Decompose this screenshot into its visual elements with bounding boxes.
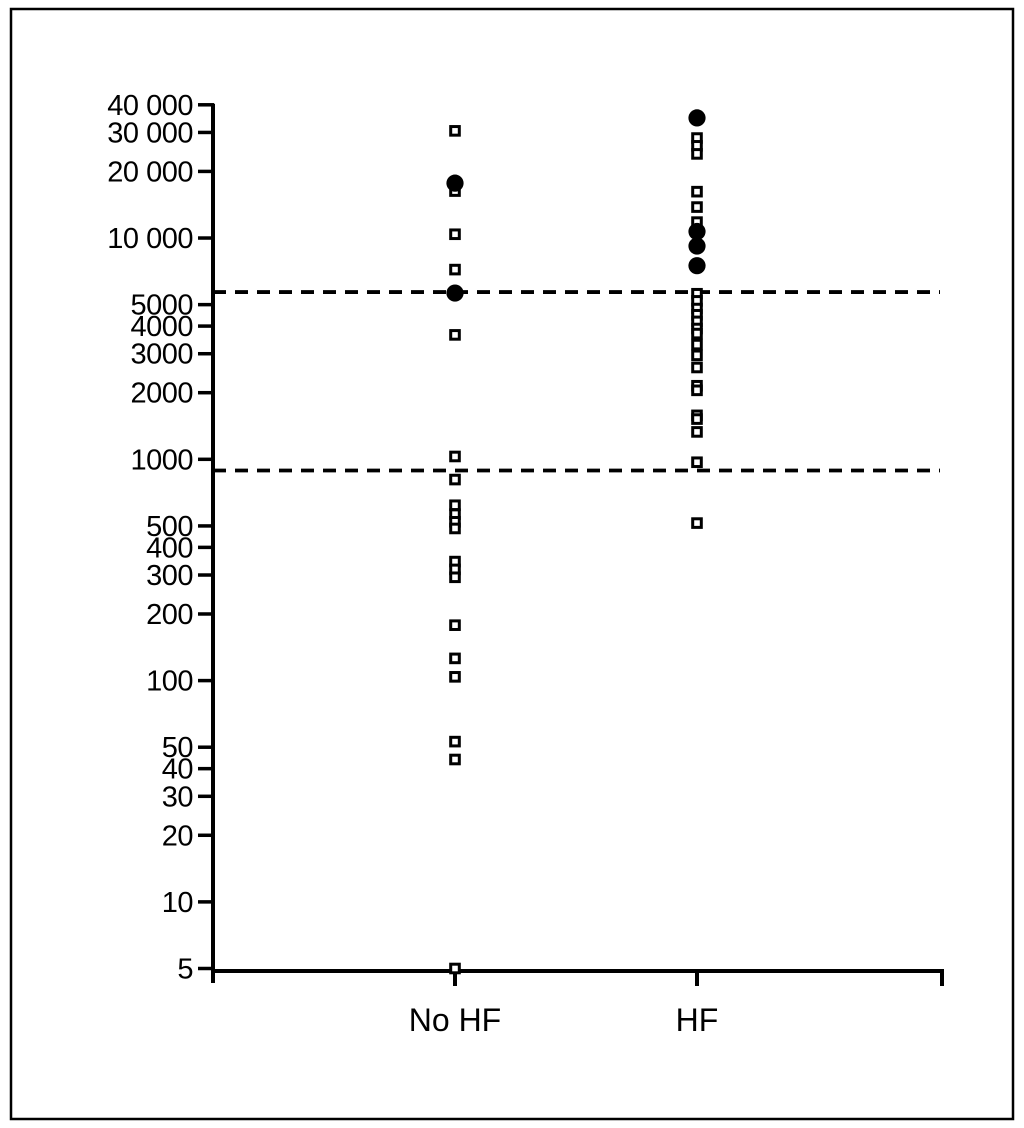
data-point-open-square — [691, 349, 703, 362]
y-tick-label: 30 000 — [107, 117, 193, 149]
y-tick-label: 300 — [146, 560, 193, 592]
data-point-open-square — [691, 201, 703, 213]
y-tick-label: 4000 — [130, 311, 193, 343]
data-point-open-square — [449, 473, 461, 486]
data-point-open-square — [449, 571, 461, 584]
data-point-open-square — [449, 619, 461, 631]
data-point-open-square — [449, 450, 461, 463]
data-point-open-square — [449, 962, 461, 975]
data-point-open-square — [449, 671, 461, 683]
category-label: HF — [676, 1002, 719, 1038]
data-point-open-square — [449, 263, 461, 276]
data-point-open-square — [449, 652, 461, 665]
data-point-open-square — [691, 517, 703, 529]
data-point-open-square — [449, 735, 461, 748]
y-tick-label: 3000 — [130, 339, 193, 371]
data-point-open-square — [691, 413, 703, 425]
data-point-filled-circle — [688, 222, 706, 241]
data-point-open-square — [691, 456, 703, 469]
y-tick-label: 40 — [162, 754, 193, 786]
data-point-open-square — [691, 426, 703, 438]
data-point-open-square — [691, 384, 703, 397]
y-tick-label: 5 — [177, 954, 193, 986]
data-point-open-square — [449, 499, 461, 512]
data-point-open-square — [691, 361, 703, 374]
y-tick-label: 200 — [146, 599, 193, 631]
y-tick-label: 20 — [162, 820, 193, 852]
data-point-filled-circle — [446, 284, 464, 302]
data-point-open-square — [691, 185, 703, 198]
data-point-filled-circle — [446, 174, 464, 192]
y-tick-label: 40 000 — [107, 90, 193, 122]
y-tick-label: 400 — [146, 532, 193, 564]
data-point-filled-circle — [688, 257, 706, 275]
y-tick-label: 10 — [162, 887, 193, 919]
data-point-open-square — [449, 228, 461, 241]
data-point-open-square — [691, 327, 703, 340]
y-tick-label: 30 — [162, 781, 193, 813]
y-tick-label: 5000 — [130, 290, 193, 322]
data-point-open-square — [691, 148, 703, 160]
y-tick-label: 500 — [146, 511, 193, 543]
figure-frame — [9, 7, 1015, 1121]
y-tick-label: 100 — [146, 666, 193, 698]
y-tick-label: 2000 — [130, 378, 193, 410]
data-point-open-square — [449, 753, 461, 766]
y-tick-label: 1000 — [130, 444, 193, 476]
data-point-open-square — [449, 522, 461, 535]
data-point-filled-circle — [688, 237, 706, 255]
y-tick-label: 10 000 — [107, 223, 193, 255]
y-tick-label: 20 000 — [107, 156, 193, 188]
data-point-open-square — [691, 338, 703, 351]
y-tick-label: 50 — [162, 732, 193, 764]
data-point-open-square — [449, 329, 461, 341]
data-point-filled-circle — [688, 109, 706, 127]
data-point-open-square — [449, 125, 461, 137]
category-label: No HF — [409, 1002, 501, 1038]
